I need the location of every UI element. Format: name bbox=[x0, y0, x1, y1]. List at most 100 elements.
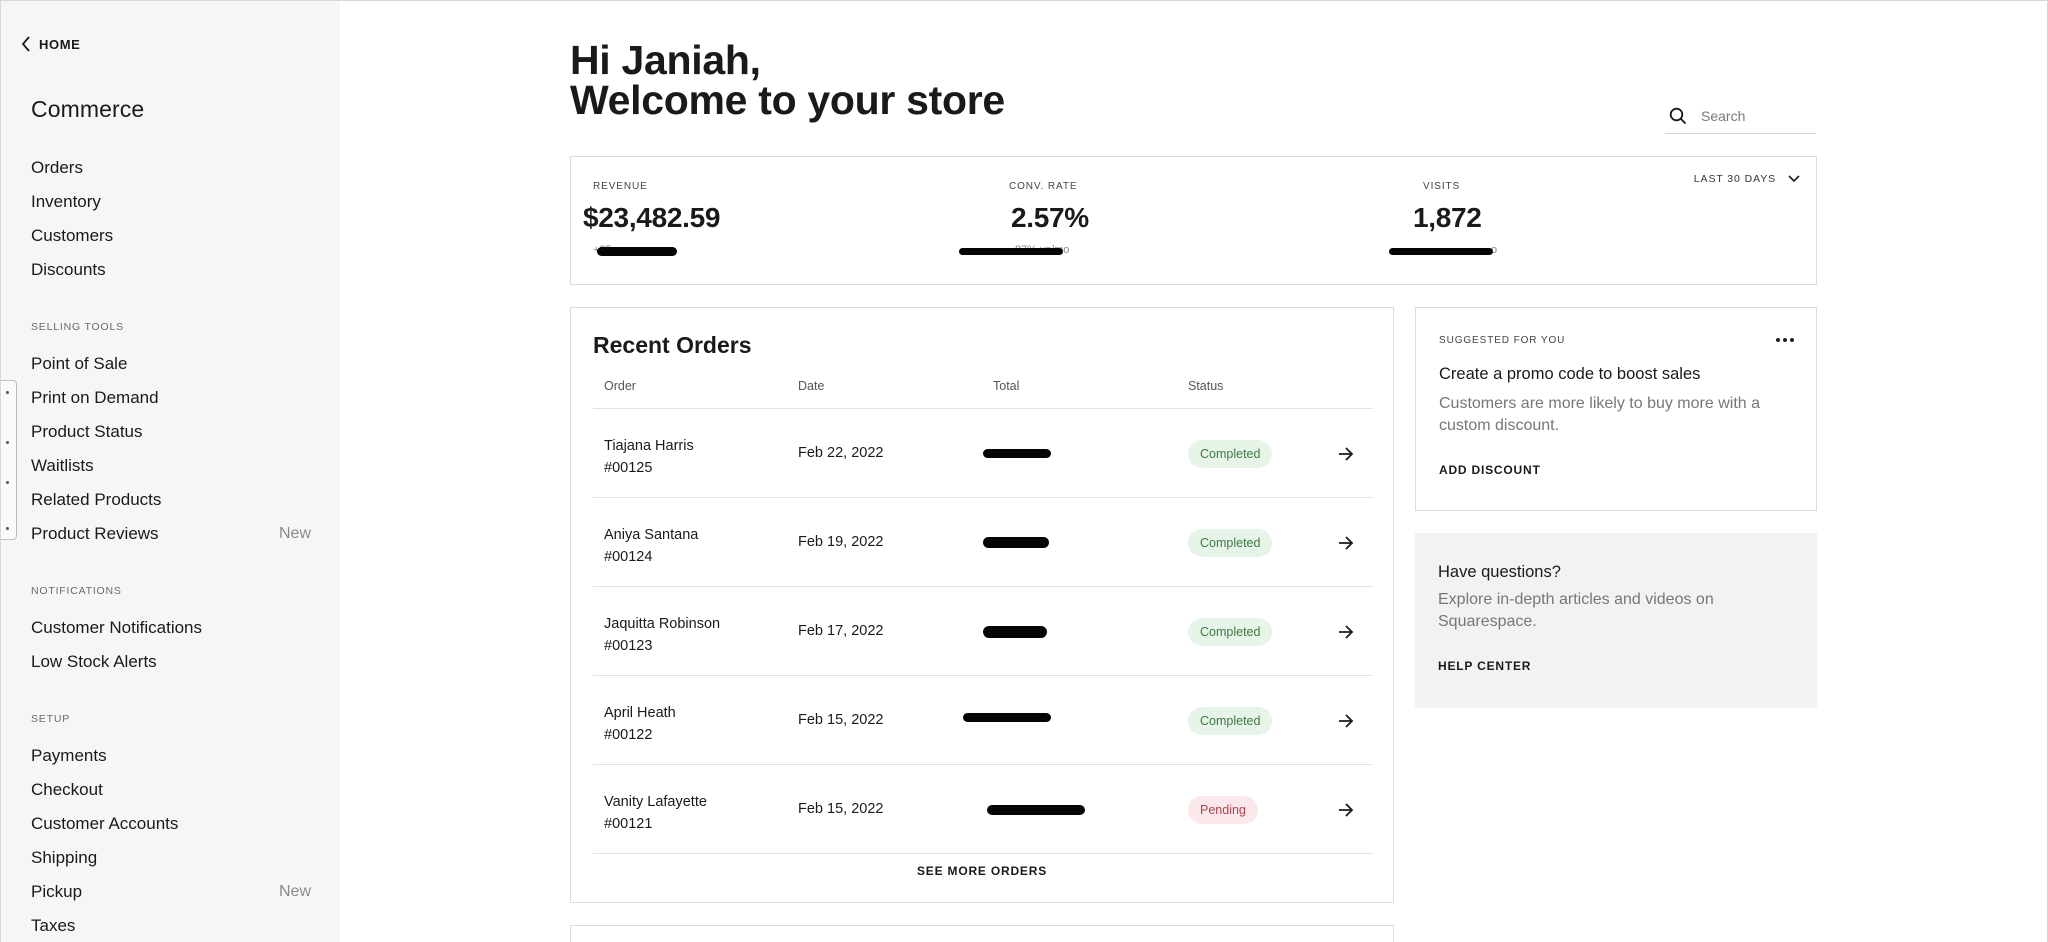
customer-name: Vanity Lafayette bbox=[604, 794, 707, 810]
sidebar-item-inventory[interactable]: Inventory bbox=[31, 185, 311, 219]
date-range-label: LAST 30 DAYS bbox=[1693, 173, 1776, 185]
column-header-status: Status bbox=[1188, 379, 1224, 393]
status-badge: Completed bbox=[1188, 529, 1273, 557]
welcome-line: Welcome to your store bbox=[570, 77, 1005, 123]
sidebar-item-low-stock-alerts[interactable]: Low Stock Alerts bbox=[31, 645, 311, 679]
sidebar-item-label: Point of Sale bbox=[31, 354, 128, 373]
date-range-select[interactable]: LAST 30 DAYS bbox=[1694, 173, 1800, 185]
order-customer: April Heath #00122 bbox=[604, 702, 676, 746]
column-header-date: Date bbox=[798, 379, 825, 393]
order-date: Feb 15, 2022 bbox=[798, 801, 884, 817]
conversion-label: CONV. RATE bbox=[1009, 181, 1078, 192]
table-row[interactable]: Tiajana Harris #00125 Feb 22, 2022 Comple… bbox=[593, 409, 1373, 498]
sidebar-item-label: Customer Notifications bbox=[31, 618, 203, 637]
table-row[interactable]: Jaquitta Robinson #00123 Feb 17, 2022 Com… bbox=[593, 587, 1373, 676]
customer-name: Jaquitta Robinson bbox=[604, 616, 721, 632]
visits-stat: VISITS 1,872 o bbox=[1389, 181, 1498, 256]
sidebar-item-checkout[interactable]: Checkout bbox=[31, 773, 311, 807]
order-total-redacted bbox=[983, 532, 1073, 552]
sidebar-item-label: Shipping bbox=[31, 848, 98, 867]
order-date: Feb 22, 2022 bbox=[798, 445, 884, 461]
order-customer: Jaquitta Robinson #00123 bbox=[604, 613, 720, 657]
order-date: Feb 19, 2022 bbox=[798, 534, 884, 550]
order-total-redacted bbox=[983, 443, 1073, 463]
order-customer: Aniya Santana #00124 bbox=[604, 524, 698, 568]
order-number: #00122 bbox=[604, 727, 653, 743]
sidebar-item-product-status[interactable]: Product Status bbox=[31, 415, 311, 449]
arrow-right-icon[interactable] bbox=[1337, 801, 1355, 819]
sidebar-item-pickup[interactable]: Pickup New bbox=[31, 875, 311, 909]
redaction-mark bbox=[987, 805, 1085, 815]
sidebar-item-point-of-sale[interactable]: Point of Sale bbox=[31, 347, 311, 381]
side-panel-handle[interactable] bbox=[1, 380, 17, 540]
sidebar-item-label: Pickup bbox=[31, 882, 83, 901]
chevron-left-icon bbox=[21, 36, 30, 52]
conversion-change: 87% vs/mo bbox=[959, 244, 1089, 256]
home-link[interactable]: HOME bbox=[21, 36, 80, 52]
sidebar-item-shipping[interactable]: Shipping bbox=[31, 841, 311, 875]
redaction-mark bbox=[983, 537, 1049, 548]
sidebar-item-label: Customer Accounts bbox=[31, 814, 179, 833]
help-center-link[interactable]: HELP CENTER bbox=[1438, 659, 1532, 673]
conversion-stat: CONV. RATE 2.57% 87% vs/mo bbox=[959, 181, 1089, 256]
sidebar-item-orders[interactable]: Orders bbox=[31, 151, 311, 185]
sidebar: HOME Commerce Orders Inventory Customers… bbox=[0, 0, 340, 942]
sidebar-item-payments[interactable]: Payments bbox=[31, 739, 311, 773]
sidebar-item-customers[interactable]: Customers bbox=[31, 219, 311, 253]
sidebar-item-label: Discounts bbox=[31, 260, 106, 279]
stats-panel: REVENUE $23,482.59 +25 CONV. RATE 2.57% … bbox=[570, 156, 1817, 285]
sidebar-item-label: Taxes bbox=[31, 916, 76, 935]
search-box[interactable] bbox=[1665, 98, 1816, 134]
order-date: Feb 15, 2022 bbox=[798, 712, 884, 728]
sidebar-item-product-reviews[interactable]: Product Reviews New bbox=[31, 517, 311, 551]
sidebar-item-label: Inventory bbox=[31, 192, 101, 211]
sidebar-item-discounts[interactable]: Discounts bbox=[31, 253, 311, 287]
order-number: #00121 bbox=[604, 816, 653, 832]
column-header-total: Total bbox=[993, 379, 1020, 393]
table-row[interactable]: Aniya Santana #00124 Feb 19, 2022 Complet… bbox=[593, 498, 1373, 587]
order-number: #00124 bbox=[604, 549, 653, 565]
add-discount-link[interactable]: ADD DISCOUNT bbox=[1439, 463, 1541, 477]
new-badge: New bbox=[278, 525, 311, 542]
table-row[interactable]: April Heath #00122 Feb 15, 2022 Completed bbox=[593, 676, 1373, 765]
sidebar-primary-group: Orders Inventory Customers Discounts bbox=[31, 151, 311, 287]
arrow-right-icon[interactable] bbox=[1337, 445, 1355, 463]
suggested-card: SUGGESTED FOR YOU Create a promo code to… bbox=[1415, 307, 1817, 511]
order-total-redacted bbox=[963, 710, 1073, 730]
arrow-right-icon[interactable] bbox=[1337, 623, 1355, 641]
redaction-mark bbox=[963, 713, 1051, 722]
search-input[interactable] bbox=[1701, 107, 1801, 124]
suggested-eyebrow: SUGGESTED FOR YOU bbox=[1439, 335, 1566, 346]
redaction-mark bbox=[1389, 248, 1493, 255]
greeting-line: Hi Janiah, bbox=[570, 37, 761, 83]
see-more-orders-link[interactable]: SEE MORE ORDERS bbox=[916, 864, 1048, 878]
sidebar-item-related-products[interactable]: Related Products bbox=[31, 483, 311, 517]
sidebar-item-label: Orders bbox=[31, 158, 83, 177]
redaction-mark bbox=[983, 626, 1047, 638]
more-options-icon[interactable] bbox=[1776, 338, 1794, 342]
redaction-mark bbox=[597, 247, 677, 256]
status-badge: Completed bbox=[1188, 707, 1273, 735]
redaction-mark bbox=[959, 248, 1063, 255]
column-header-order: Order bbox=[604, 379, 636, 393]
sidebar-item-label: Product Reviews bbox=[31, 524, 159, 543]
sidebar-item-customer-accounts[interactable]: Customer Accounts bbox=[31, 807, 311, 841]
chevron-down-icon bbox=[1788, 175, 1800, 183]
order-customer: Vanity Lafayette #00121 bbox=[604, 791, 707, 835]
conversion-value: 2.57% bbox=[1011, 202, 1089, 233]
visits-change-text: o bbox=[1491, 244, 1498, 256]
arrow-right-icon[interactable] bbox=[1337, 712, 1355, 730]
suggested-body: Customers are more likely to buy more wi… bbox=[1439, 395, 1760, 434]
sidebar-item-waitlists[interactable]: Waitlists bbox=[31, 449, 311, 483]
sidebar-section-heading: NOTIFICATIONS bbox=[31, 585, 122, 597]
arrow-right-icon[interactable] bbox=[1337, 534, 1355, 552]
sidebar-selling-tools-group: SELLING TOOLS Point of Sale Print on Dem… bbox=[31, 321, 311, 551]
order-total-redacted bbox=[983, 799, 1085, 819]
sidebar-item-print-on-demand[interactable]: Print on Demand bbox=[31, 381, 311, 415]
table-row[interactable]: Vanity Lafayette #00121 Feb 15, 2022 Pend… bbox=[593, 765, 1373, 854]
sidebar-item-label: Customers bbox=[31, 226, 114, 245]
revenue-stat: REVENUE $23,482.59 +25 bbox=[583, 181, 720, 256]
sidebar-item-customer-notifications[interactable]: Customer Notifications bbox=[31, 611, 311, 645]
status-badge: Completed bbox=[1188, 618, 1273, 646]
sidebar-item-taxes[interactable]: Taxes bbox=[31, 909, 311, 942]
